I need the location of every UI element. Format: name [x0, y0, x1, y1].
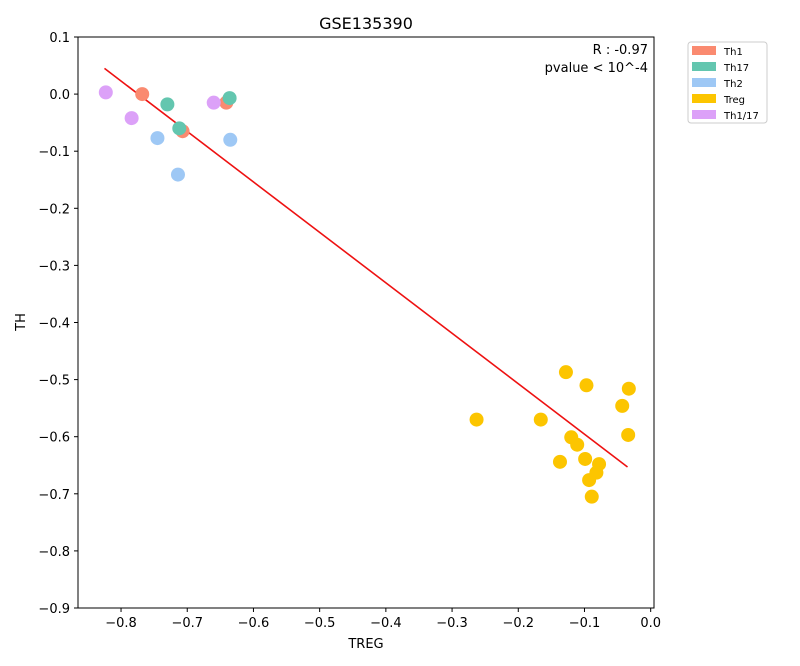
legend-swatch-th17	[692, 62, 716, 71]
x-tick-label: −0.8	[105, 616, 137, 631]
y-tick-label: −0.8	[38, 545, 70, 560]
x-axis-title: TREG	[347, 637, 383, 652]
y-tick-label: −0.4	[38, 317, 70, 332]
legend-label-th2: Th2	[723, 79, 743, 90]
legend-label-th1-17: Th1/17	[723, 111, 759, 122]
pvalue-annotation: pvalue < 10^-4	[545, 61, 648, 76]
point-treg	[558, 365, 573, 380]
legend-label-th17: Th17	[723, 63, 749, 74]
x-tick-label: −0.3	[436, 616, 468, 631]
x-tick-label: −0.2	[502, 616, 534, 631]
x-tick-label: −0.5	[304, 616, 336, 631]
point-treg	[584, 489, 599, 504]
point-treg	[582, 473, 597, 488]
point-treg	[621, 427, 636, 442]
y-axis-title: TH	[14, 313, 29, 332]
point-th17	[222, 91, 237, 106]
point-treg	[615, 398, 630, 413]
y-tick-label: −0.7	[38, 488, 70, 503]
point-treg	[570, 437, 585, 452]
x-axis-ticks: −0.8 −0.7 −0.6 −0.5 −0.4 −0.3 −0.2 −0.1 0.0	[105, 608, 661, 631]
point-treg	[621, 381, 636, 396]
y-axis-ticks: 0.1 0.0 −0.1 −0.2 −0.3 −0.4 −0.5 −0.6 −0.7 −0.8 −0…	[38, 31, 78, 617]
plot-area	[78, 37, 654, 608]
x-tick-label: −0.4	[370, 616, 402, 631]
legend-swatch-th1	[692, 46, 716, 55]
points-layer	[98, 85, 636, 504]
regression-line-layer	[103, 67, 629, 468]
point-treg	[579, 378, 594, 393]
point-th2	[150, 131, 165, 146]
point-th1	[135, 87, 150, 102]
point-th1-17	[206, 95, 221, 110]
y-tick-label: 0.0	[49, 88, 70, 103]
y-tick-label: −0.5	[38, 374, 70, 389]
x-tick-label: −0.6	[238, 616, 270, 631]
y-tick-label: −0.1	[38, 145, 70, 160]
x-tick-label: −0.7	[171, 616, 203, 631]
y-tick-label: −0.9	[38, 602, 70, 617]
point-treg	[469, 412, 484, 427]
regression-line	[103, 67, 629, 468]
y-tick-label: −0.3	[38, 259, 70, 274]
y-tick-label: −0.6	[38, 431, 70, 446]
point-treg	[533, 412, 548, 427]
x-tick-label: 0.0	[640, 616, 661, 631]
point-treg	[552, 454, 567, 469]
point-th2	[170, 167, 185, 182]
legend: Th1 Th17 Th2 Treg Th1/17	[687, 41, 768, 124]
legend-swatch-th2	[692, 78, 716, 87]
legend-swatch-treg	[692, 94, 716, 103]
y-tick-label: 0.1	[49, 31, 70, 46]
point-th2	[223, 132, 238, 147]
point-th1-17	[124, 111, 139, 126]
point-th1-17	[98, 85, 113, 100]
legend-label-treg: Treg	[723, 95, 745, 106]
legend-label-th1: Th1	[723, 47, 743, 58]
plot-frame	[77, 36, 655, 609]
point-th17	[160, 97, 175, 112]
y-tick-label: −0.2	[38, 202, 70, 217]
point-treg	[578, 451, 593, 466]
legend-swatch-th1-17	[692, 110, 716, 119]
r-annotation: R : -0.97	[593, 43, 648, 58]
x-tick-label: −0.1	[569, 616, 601, 631]
chart-title: GSE135390	[319, 14, 413, 33]
point-th17	[172, 121, 187, 136]
